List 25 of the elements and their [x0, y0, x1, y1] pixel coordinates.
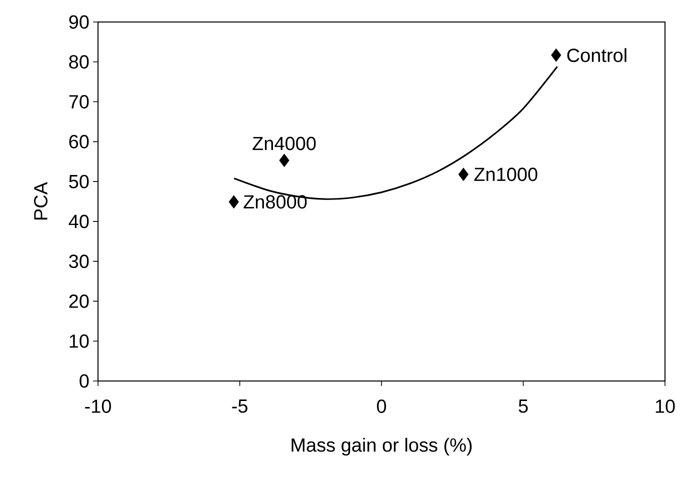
y-tick-label: 80 — [69, 55, 89, 69]
y-tick-label: 50 — [69, 174, 89, 188]
y-tick-label: 40 — [68, 214, 89, 228]
point — [458, 168, 469, 182]
y-tick-label: 0 — [80, 374, 89, 388]
x-axis-title: Mass gain or loss (%) — [292, 438, 472, 456]
y-tick-label: 90 — [69, 15, 89, 29]
point — [551, 48, 562, 62]
x-tick-label: 0 — [376, 400, 386, 413]
annotation: Zn4000 — [252, 136, 316, 150]
annotation: Zn1000 — [474, 168, 538, 182]
y-tick-label: 60 — [69, 134, 89, 148]
point — [279, 154, 290, 168]
point — [228, 195, 239, 209]
annotation: Zn8000 — [244, 195, 307, 209]
x-tick-label: -10 — [85, 400, 111, 413]
annotation: Control — [567, 48, 626, 62]
x-tick-label: 10 — [656, 400, 675, 413]
y-tick-label: 20 — [69, 294, 89, 308]
y-tick-label: 30 — [69, 254, 89, 268]
y-axis-title: PCA — [34, 182, 48, 220]
x-tick-label: -5 — [232, 400, 248, 413]
x-tick-label: 5 — [518, 400, 528, 413]
y-tick-label: 70 — [69, 95, 89, 109]
y-tick-label: 10 — [70, 334, 89, 348]
